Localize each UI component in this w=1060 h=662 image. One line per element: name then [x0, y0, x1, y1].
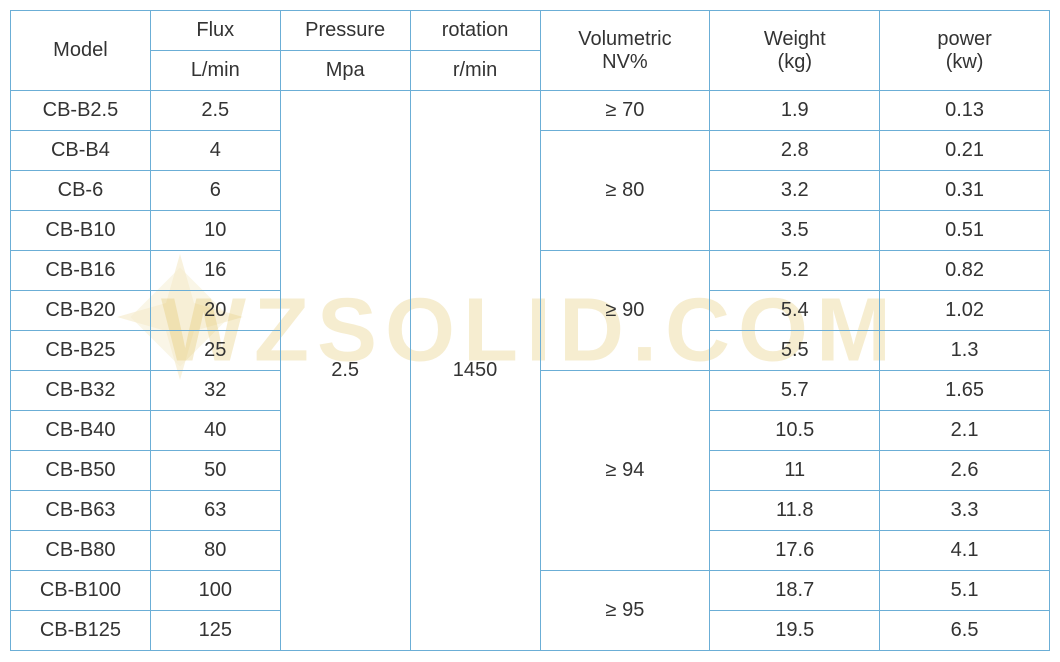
cell-power: 0.13: [880, 91, 1050, 131]
cell-power: 0.82: [880, 251, 1050, 291]
cell-weight: 5.7: [710, 371, 880, 411]
cell-power: 1.65: [880, 371, 1050, 411]
cell-model: CB-B63: [11, 491, 151, 531]
unit-rotation: r/min: [410, 51, 540, 91]
cell-power: 1.3: [880, 331, 1050, 371]
cell-weight: 11.8: [710, 491, 880, 531]
header-power-unit: (kw): [946, 51, 984, 73]
cell-flux: 125: [150, 611, 280, 651]
cell-power: 0.51: [880, 211, 1050, 251]
cell-model: CB-B80: [11, 531, 151, 571]
header-flux: Flux: [150, 11, 280, 51]
header-row-1: Model Flux Pressure rotation Volumetric …: [11, 11, 1050, 51]
cell-model: CB-B20: [11, 291, 151, 331]
cell-volumetric: ≥ 94: [540, 371, 710, 571]
cell-weight: 3.5: [710, 211, 880, 251]
cell-model: CB-B4: [11, 131, 151, 171]
cell-flux: 50: [150, 451, 280, 491]
cell-model: CB-B125: [11, 611, 151, 651]
cell-flux: 2.5: [150, 91, 280, 131]
cell-weight: 11: [710, 451, 880, 491]
cell-weight: 19.5: [710, 611, 880, 651]
cell-power: 2.1: [880, 411, 1050, 451]
header-volumetric-unit: NV%: [602, 51, 648, 73]
cell-flux: 25: [150, 331, 280, 371]
header-model: Model: [11, 11, 151, 91]
cell-flux: 40: [150, 411, 280, 451]
header-weight: Weight (kg): [710, 11, 880, 91]
cell-model: CB-B2.5: [11, 91, 151, 131]
cell-model: CB-B40: [11, 411, 151, 451]
cell-flux: 100: [150, 571, 280, 611]
cell-volumetric: ≥ 90: [540, 251, 710, 371]
cell-weight: 5.5: [710, 331, 880, 371]
cell-flux: 10: [150, 211, 280, 251]
cell-weight: 1.9: [710, 91, 880, 131]
header-rotation: rotation: [410, 11, 540, 51]
cell-model: CB-B16: [11, 251, 151, 291]
cell-power: 4.1: [880, 531, 1050, 571]
header-weight-label: Weight: [764, 28, 826, 50]
cell-model: CB-B10: [11, 211, 151, 251]
unit-flux: L/min: [150, 51, 280, 91]
header-power: power (kw): [880, 11, 1050, 91]
cell-power: 1.02: [880, 291, 1050, 331]
cell-power: 5.1: [880, 571, 1050, 611]
cell-flux: 4: [150, 131, 280, 171]
header-power-label: power: [937, 28, 991, 50]
cell-flux: 6: [150, 171, 280, 211]
header-weight-unit: (kg): [778, 51, 812, 73]
unit-pressure: Mpa: [280, 51, 410, 91]
cell-weight: 5.2: [710, 251, 880, 291]
cell-weight: 2.8: [710, 131, 880, 171]
cell-flux: 32: [150, 371, 280, 411]
cell-power: 3.3: [880, 491, 1050, 531]
cell-weight: 3.2: [710, 171, 880, 211]
cell-flux: 80: [150, 531, 280, 571]
cell-model: CB-B32: [11, 371, 151, 411]
cell-volumetric: ≥ 70: [540, 91, 710, 131]
cell-weight: 5.4: [710, 291, 880, 331]
cell-volumetric: ≥ 95: [540, 571, 710, 651]
cell-pressure: 2.5: [280, 91, 410, 651]
header-volumetric: Volumetric NV%: [540, 11, 710, 91]
specifications-table: Model Flux Pressure rotation Volumetric …: [10, 10, 1050, 651]
header-pressure: Pressure: [280, 11, 410, 51]
cell-model: CB-6: [11, 171, 151, 211]
cell-model: CB-B25: [11, 331, 151, 371]
cell-model: CB-B100: [11, 571, 151, 611]
cell-power: 2.6: [880, 451, 1050, 491]
cell-rotation: 1450: [410, 91, 540, 651]
table-body: CB-B2.5 2.5 2.5 1450 ≥ 70 1.9 0.13 CB-B4…: [11, 91, 1050, 651]
cell-weight: 18.7: [710, 571, 880, 611]
cell-weight: 10.5: [710, 411, 880, 451]
cell-power: 6.5: [880, 611, 1050, 651]
cell-power: 0.21: [880, 131, 1050, 171]
cell-model: CB-B50: [11, 451, 151, 491]
header-volumetric-label: Volumetric: [578, 28, 671, 50]
cell-power: 0.31: [880, 171, 1050, 211]
table-row: CB-B2.5 2.5 2.5 1450 ≥ 70 1.9 0.13: [11, 91, 1050, 131]
cell-flux: 16: [150, 251, 280, 291]
cell-flux: 63: [150, 491, 280, 531]
cell-flux: 20: [150, 291, 280, 331]
cell-weight: 17.6: [710, 531, 880, 571]
cell-volumetric: ≥ 80: [540, 131, 710, 251]
